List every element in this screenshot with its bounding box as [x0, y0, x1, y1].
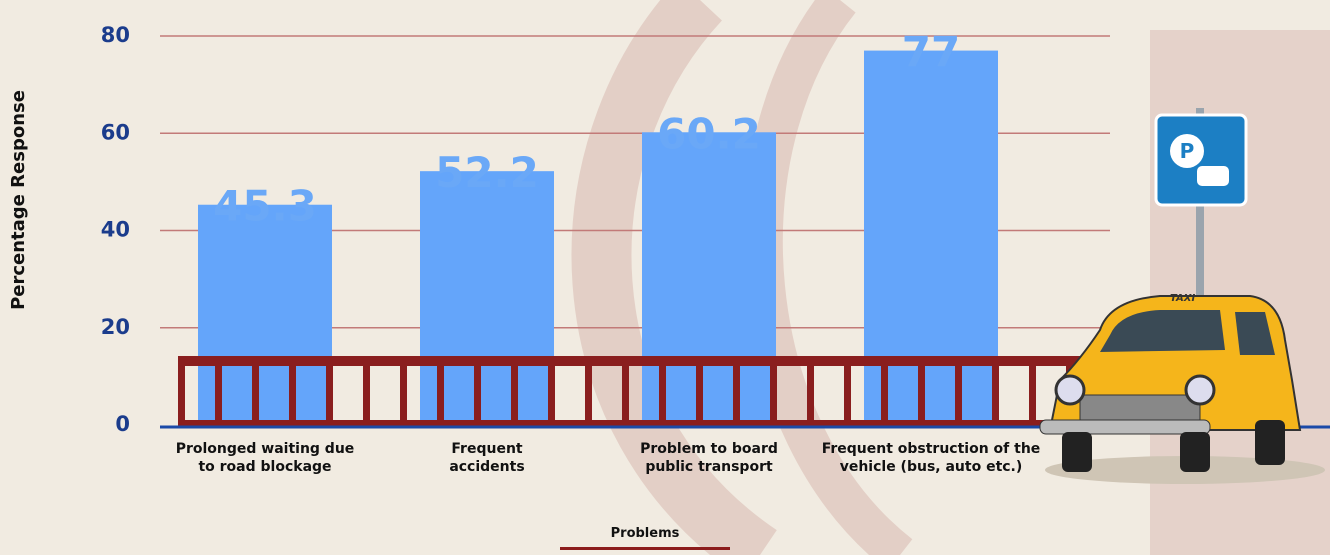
y-tick-label: 0: [115, 412, 130, 436]
fence-post: [400, 356, 407, 424]
fence-post: [548, 356, 555, 424]
fence-post: [326, 356, 333, 424]
fence-post: [1029, 356, 1036, 424]
fence-post: [252, 356, 259, 424]
taxi: TAXI: [1039, 293, 1325, 484]
y-tick-label: 20: [101, 315, 130, 339]
x-tick-label: Problem to board public transport: [640, 441, 778, 475]
fence-rail: [178, 356, 1090, 366]
fence-post: [807, 356, 814, 424]
fence-post: [474, 356, 481, 424]
fence-post: [215, 356, 222, 424]
x-tick-label: Frequent obstruction of the vehicle (bus…: [821, 441, 1041, 475]
x-tick-label: Frequent accidents: [449, 441, 525, 475]
fence-post: [437, 356, 444, 424]
x-axis-title: Problems: [560, 526, 730, 550]
fence-post: [733, 356, 740, 424]
fence-rail: [178, 420, 1090, 426]
y-tick-label: 60: [101, 120, 130, 144]
svg-text:P: P: [1180, 139, 1195, 163]
fence-post: [659, 356, 666, 424]
svg-text:TAXI: TAXI: [1170, 293, 1195, 304]
fence: [178, 356, 1090, 426]
fence-post: [696, 356, 703, 424]
y-tick-label: 40: [101, 218, 130, 242]
fence-post: [770, 356, 777, 424]
fence-post: [844, 356, 851, 424]
fence-post: [992, 356, 999, 424]
fence-post: [363, 356, 370, 424]
fence-post: [955, 356, 962, 424]
fence-post: [511, 356, 518, 424]
fence-post: [881, 356, 888, 424]
fence-post: [918, 356, 925, 424]
x-tick-label: Prolonged waiting due to road blockage: [175, 441, 355, 475]
y-tick-label: 80: [101, 23, 130, 47]
fence-post: [585, 356, 592, 424]
fence-post: [178, 356, 185, 424]
fence-post: [622, 356, 629, 424]
value-label: 45.3: [213, 182, 317, 231]
parking-sign: P: [1154, 108, 1248, 338]
value-label: 60.2: [657, 109, 761, 158]
y-axis-title: Percentage Response: [8, 90, 29, 310]
value-label: 52.2: [435, 148, 539, 197]
fence-post: [289, 356, 296, 424]
value-label: 77: [902, 28, 960, 77]
